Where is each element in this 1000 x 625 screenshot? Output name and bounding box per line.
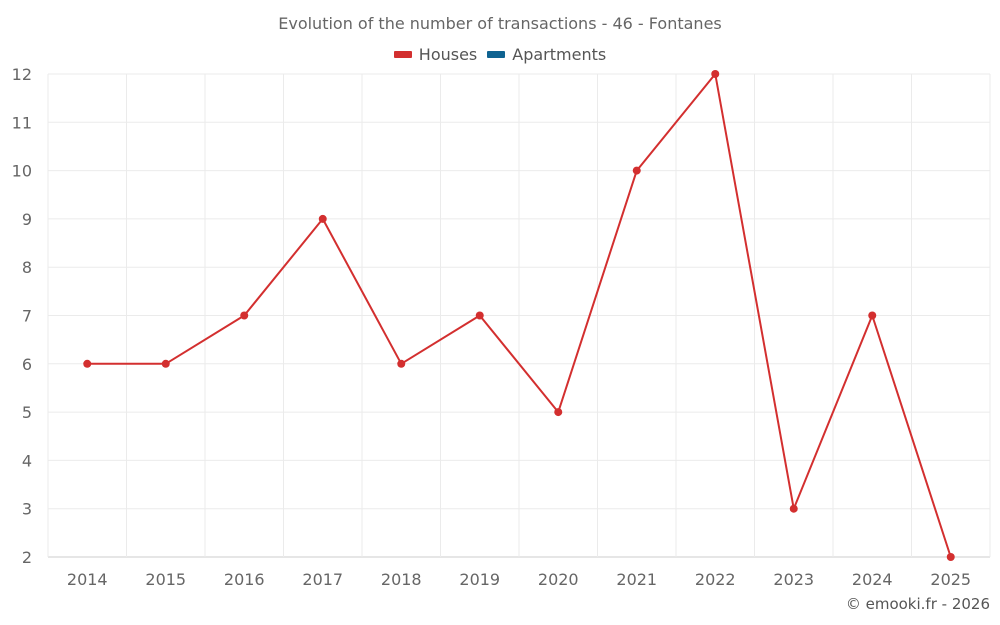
x-tick-label: 2020	[538, 570, 579, 589]
data-point	[632, 166, 641, 175]
data-point	[789, 504, 798, 513]
x-tick-label: 2021	[616, 570, 657, 589]
legend-label-houses: Houses	[418, 45, 478, 64]
x-tick-label: 2015	[145, 570, 186, 589]
x-tick-label: 2022	[695, 570, 736, 589]
y-tick-label: 11	[12, 113, 32, 132]
x-tick-label: 2025	[930, 570, 971, 589]
legend-swatch-apartments	[487, 51, 506, 58]
data-point	[946, 553, 955, 561]
y-tick-label: 12	[12, 65, 32, 84]
credit-text: © emooki.fr - 2026	[845, 595, 990, 613]
legend-item-houses[interactable]: Houses	[393, 45, 478, 64]
y-tick-label: 7	[22, 307, 32, 326]
x-tick-label: 2014	[67, 570, 108, 589]
y-tick-label: 3	[22, 500, 32, 519]
x-tick-label: 2018	[381, 570, 422, 589]
x-tick-label: 2017	[302, 570, 343, 589]
legend-item-apartments[interactable]: Apartments	[487, 45, 606, 64]
data-point	[161, 359, 170, 368]
data-point	[475, 311, 484, 320]
y-tick-label: 2	[22, 548, 32, 567]
data-point	[711, 70, 720, 78]
chart-title: Evolution of the number of transactions …	[278, 14, 722, 33]
y-tick-label: 9	[22, 210, 32, 229]
y-tick-label: 10	[12, 162, 32, 181]
data-point	[397, 359, 406, 368]
data-point	[83, 359, 92, 368]
y-tick-label: 4	[22, 451, 32, 470]
x-tick-label: 2016	[224, 570, 265, 589]
data-point	[318, 214, 327, 223]
series-line-houses	[87, 73, 952, 558]
x-tick-label: 2024	[852, 570, 893, 589]
x-tick-label: 2019	[459, 570, 500, 589]
legend: Houses Apartments	[0, 45, 1000, 64]
legend-label-apartments: Apartments	[512, 45, 607, 64]
data-point	[240, 311, 249, 320]
y-tick-label: 6	[22, 355, 32, 374]
x-tick-label: 2023	[773, 570, 814, 589]
y-tick-label: 8	[22, 258, 32, 277]
data-point	[868, 311, 877, 320]
data-point	[554, 408, 563, 417]
y-tick-label: 5	[22, 403, 32, 422]
legend-swatch-houses	[393, 51, 412, 58]
